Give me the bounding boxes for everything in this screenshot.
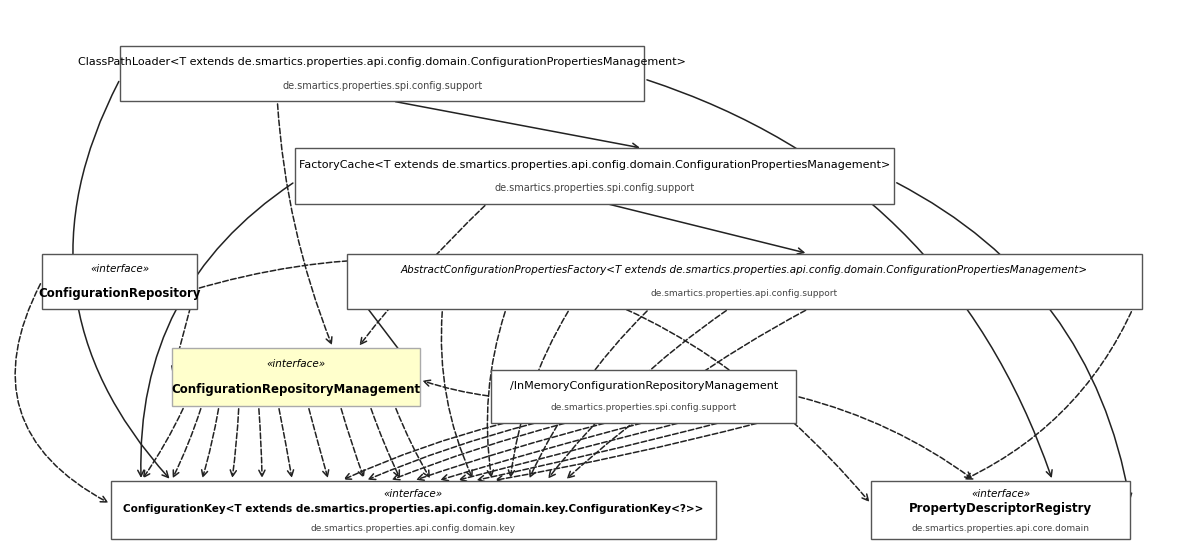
Text: /InMemoryConfigurationRepositoryManagement: /InMemoryConfigurationRepositoryManageme…: [510, 381, 778, 391]
Text: de.smartics.properties.api.config.domain.key: de.smartics.properties.api.config.domain…: [311, 524, 516, 533]
FancyBboxPatch shape: [41, 253, 198, 309]
FancyBboxPatch shape: [347, 253, 1142, 309]
Text: ClassPathLoader<T extends de.smartics.properties.api.config.domain.Configuration: ClassPathLoader<T extends de.smartics.pr…: [78, 57, 686, 67]
Text: AbstractConfigurationPropertiesFactory<T extends de.smartics.properties.api.conf: AbstractConfigurationPropertiesFactory<T…: [401, 265, 1088, 275]
Text: «interface»: «interface»: [384, 488, 443, 499]
Text: de.smartics.properties.api.config.support: de.smartics.properties.api.config.suppor…: [651, 289, 838, 298]
FancyBboxPatch shape: [120, 46, 644, 101]
FancyBboxPatch shape: [172, 348, 420, 406]
Text: de.smartics.properties.spi.config.support: de.smartics.properties.spi.config.suppor…: [551, 403, 737, 412]
FancyBboxPatch shape: [871, 481, 1130, 539]
Text: «interface»: «interface»: [971, 488, 1030, 499]
FancyBboxPatch shape: [111, 481, 716, 539]
Text: de.smartics.properties.spi.config.support: de.smartics.properties.spi.config.suppor…: [494, 183, 694, 193]
FancyBboxPatch shape: [295, 148, 895, 204]
Text: de.smartics.properties.api.core.domain: de.smartics.properties.api.core.domain: [912, 524, 1090, 533]
FancyBboxPatch shape: [491, 370, 797, 423]
Text: «interface»: «interface»: [89, 264, 149, 274]
Text: de.smartics.properties.spi.config.support: de.smartics.properties.spi.config.suppor…: [282, 81, 483, 91]
Text: ConfigurationRepository: ConfigurationRepository: [39, 287, 201, 300]
Text: ConfigurationKey<T extends de.smartics.properties.api.config.domain.key.Configur: ConfigurationKey<T extends de.smartics.p…: [124, 504, 704, 514]
Text: ConfigurationRepositoryManagement: ConfigurationRepositoryManagement: [171, 383, 420, 396]
Text: «interface»: «interface»: [266, 359, 325, 369]
Text: PropertyDescriptorRegistry: PropertyDescriptorRegistry: [910, 502, 1092, 515]
Text: FactoryCache<T extends de.smartics.properties.api.config.domain.ConfigurationPro: FactoryCache<T extends de.smartics.prope…: [299, 160, 890, 170]
